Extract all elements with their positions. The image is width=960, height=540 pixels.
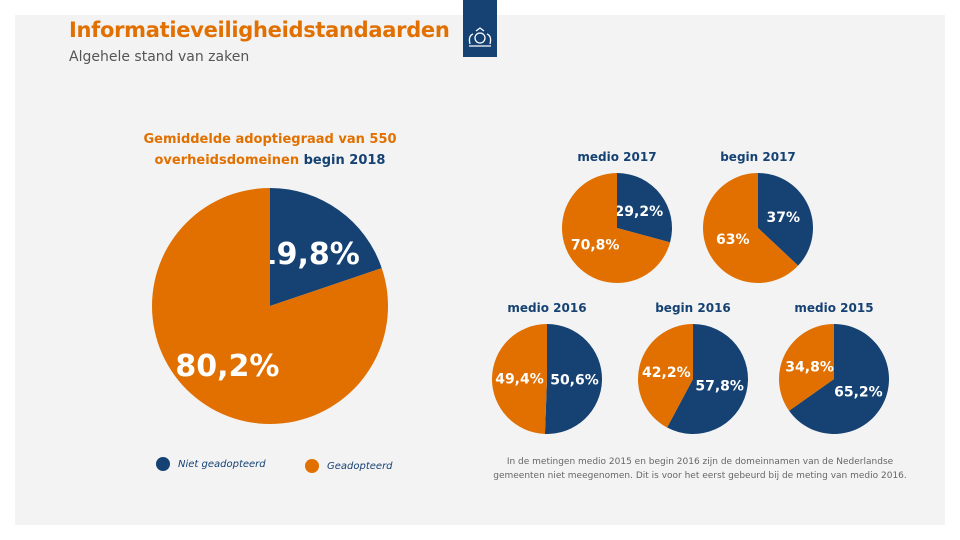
pie-slice-niet-geadopteerd (617, 173, 673, 243)
pie-slice-label: 19,8% (256, 237, 360, 272)
pie-slice-niet-geadopteerd (270, 188, 382, 306)
pie-slice-label: 42,2% (642, 365, 691, 381)
pie-title: medio 2017 (577, 150, 656, 164)
pie-slice-label: 34,8% (785, 359, 834, 375)
pie-slice-niet-geadopteerd (544, 324, 602, 434)
legend-item-niet-geadopteerd: Niet geadopteerd (156, 457, 266, 471)
legend-label: Geadopteerd (327, 460, 393, 472)
pie-slice-geadopteerd (491, 324, 547, 434)
pie-slice-geadopteerd (152, 188, 388, 424)
pie-slice-label: 63% (716, 232, 750, 248)
pie-title: begin 2017 (720, 150, 796, 164)
footnote: In de metingen medio 2015 en begin 2016 … (493, 457, 907, 481)
pie-slice-niet-geadopteerd (667, 324, 748, 434)
legend-item-geadopteerd: Geadopteerd (305, 459, 393, 473)
legend-dot (305, 459, 319, 473)
page-title: Informatieveiligheidstandaarden (69, 18, 450, 42)
crest-icon (468, 27, 492, 47)
pie-slice-geadopteerd (702, 173, 799, 283)
page-subtitle: Algehele stand van zaken (69, 49, 250, 65)
pie-slice-niet-geadopteerd (758, 173, 813, 266)
pie-slice-geadopteerd (637, 324, 693, 428)
legend-label: Niet geadopteerd (178, 458, 266, 470)
pie-slice-label: 50,6% (550, 372, 599, 388)
pie-title: medio 2015 (794, 301, 873, 315)
pie-slice-label: 70,8% (571, 238, 620, 254)
pie-slice-geadopteerd (562, 173, 671, 283)
main-title-period: begin 2018 (303, 153, 386, 168)
pie-slice-label: 80,2% (175, 349, 279, 384)
pie-slice-label: 37% (766, 210, 800, 226)
pie-title: medio 2016 (507, 301, 586, 315)
legend-dot (156, 457, 170, 471)
pie-slice-label: 29,2% (615, 204, 664, 220)
pie-slice-label: 49,4% (495, 371, 544, 387)
main-chart-title: Gemiddelde adoptiegraad van 550 overheid… (130, 129, 410, 171)
pie-slice-niet-geadopteerd (789, 324, 890, 434)
pie-slice-geadopteerd (779, 324, 834, 411)
coat-of-arms-logo (463, 0, 497, 57)
pie-slice-label: 57,8% (695, 379, 744, 395)
pie-slice-label: 65,2% (834, 385, 883, 401)
main-title-text: Gemiddelde adoptiegraad van 550 overheid… (143, 132, 397, 168)
pie-title: begin 2016 (655, 301, 731, 315)
